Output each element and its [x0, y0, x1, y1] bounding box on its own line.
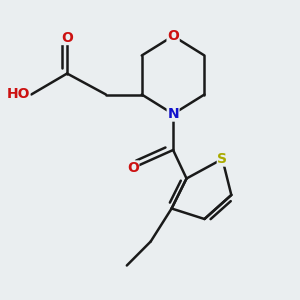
Text: O: O [167, 29, 179, 43]
Text: O: O [61, 31, 73, 44]
Text: N: N [167, 107, 179, 121]
Text: HO: HO [6, 88, 30, 101]
Text: S: S [218, 152, 227, 166]
Text: O: O [127, 161, 139, 175]
